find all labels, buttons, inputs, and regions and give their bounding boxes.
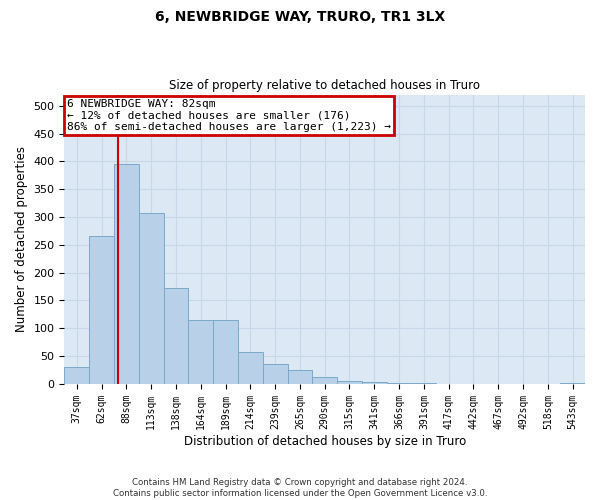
Text: Contains HM Land Registry data © Crown copyright and database right 2024.
Contai: Contains HM Land Registry data © Crown c… — [113, 478, 487, 498]
Text: 6 NEWBRIDGE WAY: 82sqm
← 12% of detached houses are smaller (176)
86% of semi-de: 6 NEWBRIDGE WAY: 82sqm ← 12% of detached… — [67, 99, 391, 132]
Bar — [114, 164, 139, 384]
Bar — [337, 381, 362, 384]
Bar — [188, 320, 213, 384]
Bar — [287, 370, 313, 384]
Text: 6, NEWBRIDGE WAY, TRURO, TR1 3LX: 6, NEWBRIDGE WAY, TRURO, TR1 3LX — [155, 10, 445, 24]
Bar — [313, 376, 337, 384]
X-axis label: Distribution of detached houses by size in Truro: Distribution of detached houses by size … — [184, 434, 466, 448]
Bar — [164, 288, 188, 384]
Bar — [362, 382, 386, 384]
Bar — [263, 364, 287, 384]
Bar — [64, 368, 89, 384]
Title: Size of property relative to detached houses in Truro: Size of property relative to detached ho… — [169, 79, 480, 92]
Bar — [89, 236, 114, 384]
Y-axis label: Number of detached properties: Number of detached properties — [15, 146, 28, 332]
Bar — [213, 320, 238, 384]
Bar — [560, 383, 585, 384]
Bar — [139, 212, 164, 384]
Bar — [238, 352, 263, 384]
